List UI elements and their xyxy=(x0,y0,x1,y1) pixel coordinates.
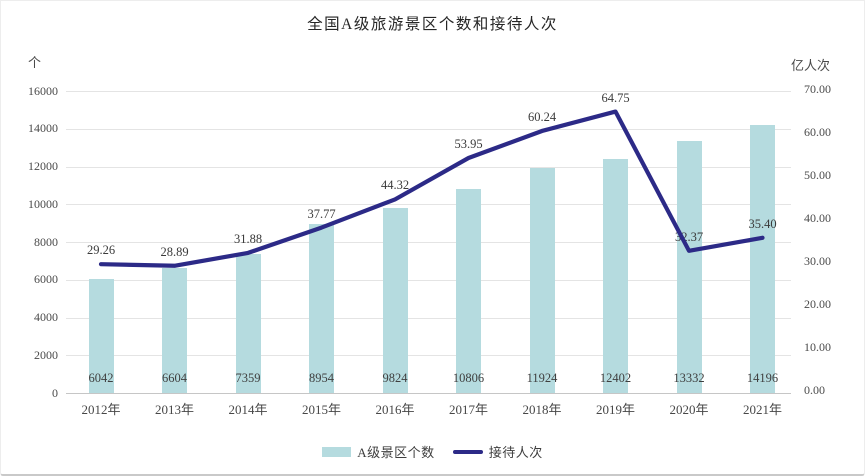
left-axis-tick: 14000 xyxy=(28,121,58,136)
bar-value-label: 11924 xyxy=(526,371,558,385)
x-axis-label-2019年: 2019年 xyxy=(595,402,635,417)
bar-2020年 xyxy=(676,141,702,393)
x-axis-label-2015年: 2015年 xyxy=(301,402,341,417)
plot-area: 6042 6604 7359 8954 9824 10806 11924 12402 13332… xyxy=(66,90,791,394)
right-axis-tick: 70.00 xyxy=(804,81,831,96)
gridline xyxy=(66,167,791,168)
line-value-label: 31.88 xyxy=(233,231,263,246)
legend-item-line-series: 接待人次 xyxy=(452,442,543,461)
bar-value-label: 14196 xyxy=(746,371,779,385)
legend: A级景区个数 接待人次 xyxy=(1,442,864,461)
right-axis-tick: 50.00 xyxy=(804,167,831,182)
right-axis-tick: 10.00 xyxy=(804,339,831,354)
bar-value-label: 8954 xyxy=(309,371,334,385)
bar-2014年 xyxy=(235,254,261,393)
bar-2017年 xyxy=(456,189,481,393)
bar-value-label: 12402 xyxy=(599,371,632,385)
bar-2016年 xyxy=(382,207,408,393)
gridline xyxy=(66,355,791,356)
right-axis-tick: 40.00 xyxy=(804,210,831,225)
left-axis-tick: 0 xyxy=(52,385,58,400)
bar-2012年 xyxy=(88,278,114,393)
bar-value-label: 9824 xyxy=(382,371,408,385)
right-axis-unit: 亿人次 xyxy=(791,58,831,73)
bar-value-label: 6042 xyxy=(88,371,114,385)
x-axis-label-2014年: 2014年 xyxy=(228,402,268,417)
gridline xyxy=(66,204,791,205)
line-value-label: 28.89 xyxy=(160,244,189,259)
bar-value-label: 13332 xyxy=(673,371,705,385)
line-value-label: 44.32 xyxy=(380,178,410,193)
left-axis-tick: 2000 xyxy=(34,347,58,362)
bar-2021年 xyxy=(750,125,775,393)
right-axis-tick: 60.00 xyxy=(804,124,831,139)
bar-value-label: 7359 xyxy=(235,371,261,385)
line-value-label: 64.75 xyxy=(601,90,630,105)
bar-series-swatch-icon xyxy=(322,446,352,457)
gridline xyxy=(66,129,791,130)
left-axis-unit: 个 xyxy=(28,55,42,70)
legend-label: 接待人次 xyxy=(488,445,543,460)
legend-item-bar-series: A级景区个数 xyxy=(322,442,434,461)
left-axis-tick: 4000 xyxy=(34,310,58,324)
line-series xyxy=(98,109,765,268)
gridline xyxy=(66,318,791,319)
line-value-label: 35.40 xyxy=(748,216,777,231)
x-axis-label-2017年: 2017年 xyxy=(448,402,488,417)
x-axis-label-2018年: 2018年 xyxy=(522,402,562,417)
line-series-swatch-icon xyxy=(452,449,483,454)
bar-2015年 xyxy=(309,223,334,393)
x-axis-label-2016年: 2016年 xyxy=(375,402,415,417)
bar-2018年 xyxy=(529,167,555,393)
right-axis-tick: 30.00 xyxy=(804,253,831,268)
x-axis-line xyxy=(66,393,791,394)
x-axis-label-2021年: 2021年 xyxy=(742,402,782,417)
line-value-label: 37.77 xyxy=(307,206,336,221)
legend-label: A级景区个数 xyxy=(357,445,435,460)
x-axis-label-2012年: 2012年 xyxy=(81,402,121,417)
bar-value-label: 6604 xyxy=(162,371,187,385)
line-value-label: 60.24 xyxy=(527,109,557,124)
bar-value-label: 10806 xyxy=(452,371,485,385)
line-value-label: 53.95 xyxy=(454,137,483,151)
line-value-label: 29.26 xyxy=(86,243,116,258)
right-axis-tick: 0.00 xyxy=(804,382,825,397)
x-axis-label-2013年: 2013年 xyxy=(154,402,194,417)
x-axis-label-2020年: 2020年 xyxy=(669,402,709,417)
gridline xyxy=(66,280,791,281)
left-axis-tick: 10000 xyxy=(28,196,58,211)
right-axis-tick: 20.00 xyxy=(804,296,831,311)
bar-2019年 xyxy=(603,158,628,393)
left-axis-tick: 8000 xyxy=(34,234,58,249)
left-axis-tick: 12000 xyxy=(28,159,58,173)
left-axis-tick: 16000 xyxy=(28,83,58,98)
gridline xyxy=(66,91,791,92)
chart-title: 全国A级旅游景区个数和接待人次 xyxy=(307,16,558,33)
left-axis-tick: 6000 xyxy=(34,272,58,287)
bar-2013年 xyxy=(162,268,187,393)
line-path xyxy=(98,109,765,268)
gridline xyxy=(66,242,791,243)
